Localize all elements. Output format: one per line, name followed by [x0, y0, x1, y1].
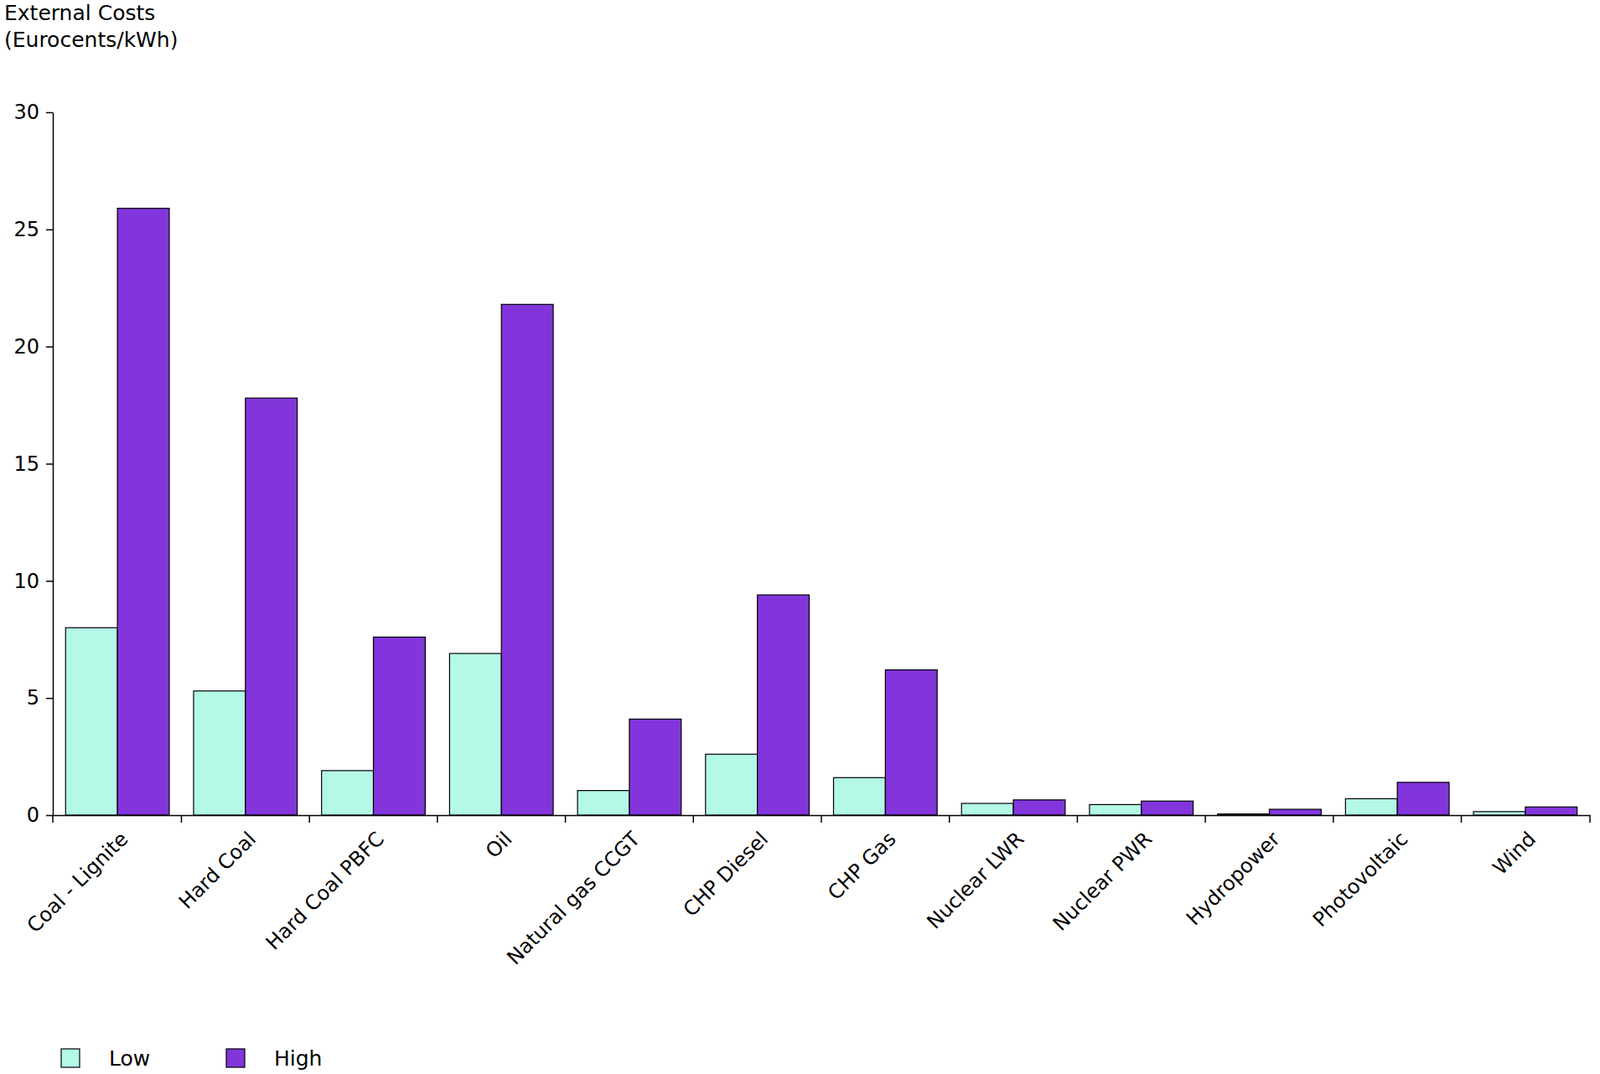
bar: [1525, 807, 1578, 816]
category-separator: [436, 815, 439, 824]
x-tick-label: Hydropower: [1181, 827, 1285, 931]
x-tick-label: Hard Coal: [174, 827, 261, 914]
x-tick: Photovoltaic: [1308, 827, 1413, 932]
bar: [449, 653, 502, 816]
y-tick: 5: [26, 686, 53, 710]
x-tick: Coal - Lignite: [22, 827, 134, 938]
legend-label: High: [274, 1046, 322, 1072]
bar: [1268, 809, 1321, 816]
bar: [1013, 800, 1066, 816]
y-tick-mark: [46, 112, 53, 114]
legend-label: Low: [108, 1046, 151, 1072]
bar: [577, 791, 630, 816]
y-tick-label: 10: [13, 569, 40, 594]
bar: [321, 771, 374, 816]
bar: [1397, 782, 1450, 816]
y-tick-mark: [46, 463, 53, 466]
legend: Low High: [61, 1046, 322, 1072]
bar: [705, 754, 758, 816]
y-tick: 25: [13, 217, 53, 242]
x-tick: Hard Coal PBFC: [261, 827, 389, 955]
bar: [757, 595, 810, 816]
y-tick-label: 20: [13, 335, 40, 359]
x-tick: Wind: [1488, 827, 1541, 880]
x-tick-label: CHP Gas: [823, 827, 901, 905]
x-tick: CHP Gas: [823, 827, 901, 905]
y-tick: 0: [26, 803, 53, 828]
y-tick-label: 30: [13, 100, 40, 125]
bar: [245, 398, 298, 816]
x-tick-label: CHP Diesel: [678, 827, 773, 922]
category-separator: [1460, 815, 1463, 824]
category-separator: [1204, 815, 1207, 824]
x-axis: Coal - Lignite Hard CoalHard Coal PBFC Oil…: [22, 816, 1591, 971]
category-separator: [1077, 815, 1079, 824]
y-tick-mark: [46, 698, 53, 700]
category-separator: [1332, 815, 1335, 824]
y-axis-title: External Costs(Eurocents/kWh): [4, 0, 178, 52]
y-axis: 0 5 10 15 20 25 30: [13, 100, 53, 828]
x-tick: Nuclear PWR: [1048, 827, 1157, 936]
bar: [1141, 801, 1194, 816]
x-tick-label: Nuclear PWR: [1048, 827, 1157, 936]
legend-item: High: [226, 1046, 322, 1072]
y-tick-label: 15: [13, 452, 40, 477]
y-tick-label: 25: [13, 217, 40, 242]
x-tick: Hydropower: [1181, 827, 1285, 931]
x-tick-label: Oil: [481, 827, 518, 864]
y-tick-mark: [46, 229, 53, 232]
legend-swatch: [226, 1049, 245, 1068]
category-separator: [820, 815, 823, 824]
bar: [1089, 804, 1142, 816]
bar: [65, 627, 118, 816]
category-separator: [564, 815, 567, 824]
bar: [629, 719, 682, 816]
y-tick: 10: [13, 569, 53, 594]
y-tick: 20: [13, 335, 53, 359]
x-tick-label: Photovoltaic: [1308, 827, 1413, 932]
category-separator: [308, 815, 311, 824]
category-separator: [51, 815, 54, 824]
y-tick-mark: [46, 346, 53, 348]
y-tick: 15: [13, 452, 53, 477]
x-tick: Natural gas CCGT: [502, 827, 645, 970]
x-tick-label: Coal - Lignite: [22, 827, 134, 938]
x-tick: Nuclear LWR: [921, 827, 1029, 934]
bars: [65, 208, 1577, 816]
category-separator: [1589, 815, 1591, 824]
x-tick-label: Hard Coal PBFC: [261, 827, 389, 955]
category-separator: [693, 815, 695, 824]
bar: [501, 304, 554, 816]
bar: [1473, 812, 1526, 816]
category-separator: [181, 815, 183, 824]
category-separator: [948, 815, 951, 824]
bar: [885, 670, 938, 816]
bar: [1345, 798, 1398, 816]
legend-swatch: [61, 1049, 80, 1068]
legend-item: Low: [61, 1046, 151, 1072]
y-tick-mark: [46, 815, 53, 818]
bar: [373, 636, 426, 816]
x-tick: CHP Diesel: [678, 827, 773, 922]
y-tick: 30: [13, 100, 53, 125]
x-tick: Oil: [481, 827, 518, 864]
y-tick-label: 0: [26, 803, 40, 828]
x-tick: Hard Coal: [174, 827, 261, 914]
chart: 0 5 10 15 20 25 30 Coal - Lignite Hard CoalHard …: [0, 0, 1600, 1074]
plot: 0 5 10 15 20 25 30 Coal - Lignite Hard CoalHard …: [13, 100, 1590, 970]
bar: [193, 691, 246, 816]
x-tick-label: Wind: [1488, 827, 1541, 880]
y-tick-mark: [46, 580, 53, 583]
bar: [961, 803, 1014, 816]
bar: [117, 208, 170, 816]
x-tick-label: Natural gas CCGT: [502, 827, 645, 970]
y-tick-label: 5: [26, 686, 40, 710]
x-tick-label: Nuclear LWR: [921, 827, 1029, 934]
bar: [833, 777, 886, 816]
